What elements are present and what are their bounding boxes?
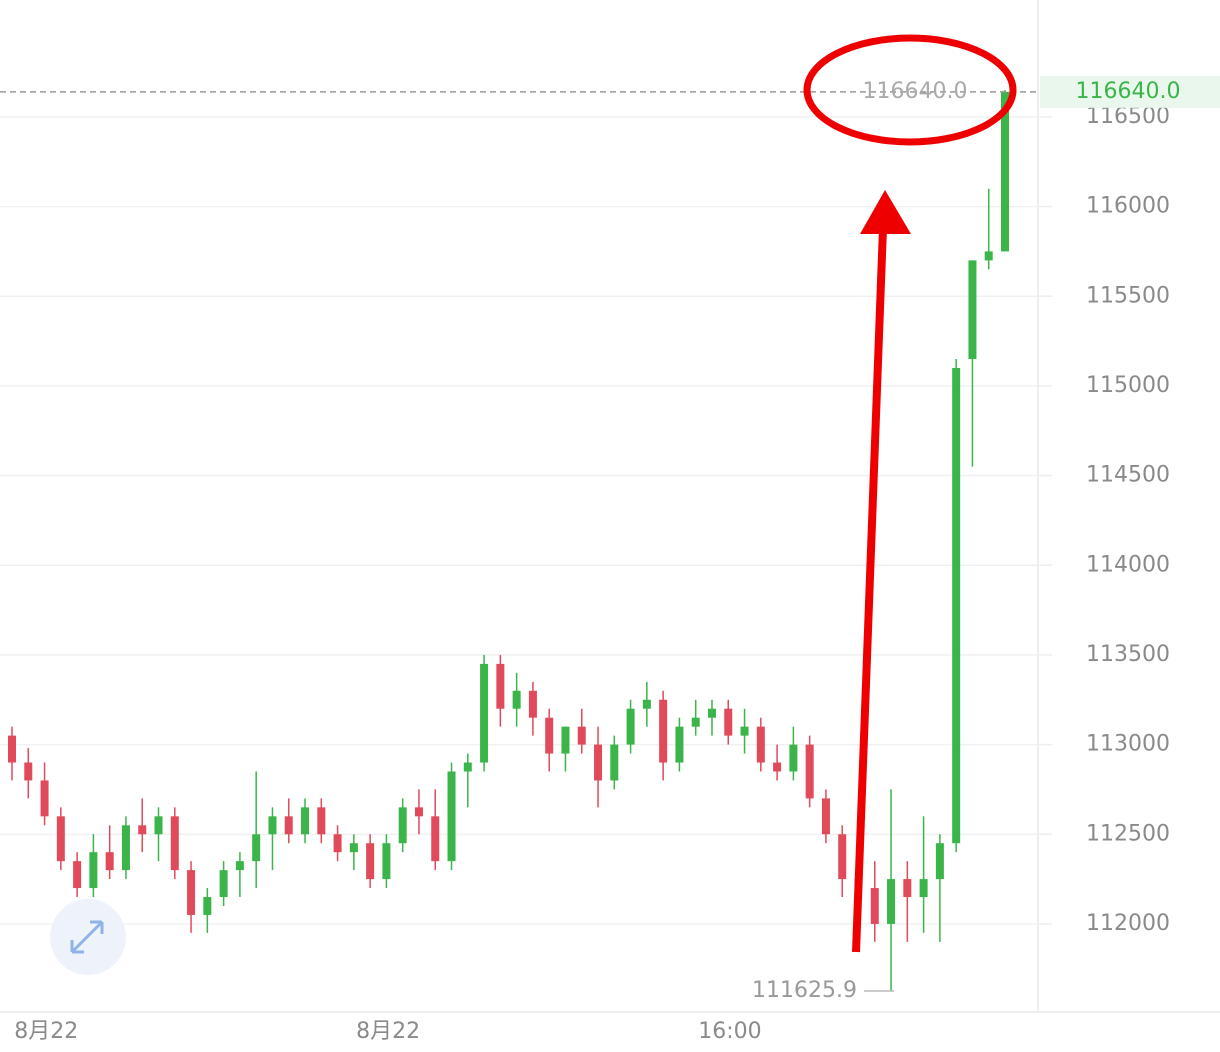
candle-body	[203, 897, 212, 915]
y-tick-label: 112000	[1086, 911, 1170, 936]
candle-body	[528, 690, 537, 718]
candle-body	[447, 771, 456, 862]
candle-body	[724, 708, 733, 736]
candle-body	[691, 717, 700, 727]
arrow-head	[860, 190, 911, 234]
last-price-label: 116640.0	[1076, 79, 1181, 104]
candle-body	[40, 780, 49, 817]
low-marker-label: 111625.9	[752, 978, 857, 1003]
candle-body	[1001, 91, 1009, 252]
candle-body	[545, 717, 554, 754]
candle-body	[561, 726, 570, 754]
candle-body	[610, 744, 619, 781]
candle-body	[577, 726, 586, 745]
candle-body	[512, 690, 521, 709]
x-tick-label: 8月22	[356, 1019, 420, 1044]
candle-body	[984, 251, 993, 261]
candle-body	[154, 816, 163, 835]
candle-body	[268, 816, 277, 835]
candle-body	[887, 879, 896, 924]
candle-body	[431, 816, 440, 862]
candle-body	[968, 260, 977, 360]
last-price-badge	[1040, 75, 1220, 108]
candle-body	[870, 888, 879, 924]
x-tick-label: 8月22	[14, 1019, 78, 1044]
candle-body	[301, 807, 310, 835]
candle-body	[414, 807, 423, 817]
candle-body	[73, 861, 82, 889]
candle-body	[317, 807, 326, 835]
y-tick-label: 113500	[1086, 642, 1170, 667]
candle-body	[187, 870, 196, 915]
candle-body	[349, 843, 358, 853]
y-tick-label: 113000	[1086, 732, 1170, 757]
candle-body	[707, 708, 716, 718]
highlight-ellipse	[803, 34, 1017, 146]
candle-body	[659, 699, 668, 763]
candle-body	[333, 834, 342, 853]
y-tick-label: 115000	[1086, 373, 1170, 398]
candle-body	[838, 834, 847, 880]
candle-body	[789, 744, 798, 772]
candle-body	[496, 663, 505, 709]
candle-body	[89, 852, 98, 889]
candle-body	[821, 798, 830, 835]
candle-body	[8, 735, 16, 763]
candle-body	[952, 367, 961, 844]
last-price-text: 116640.0	[863, 79, 968, 104]
candles: 8月22 8月22 16:00	[8, 90, 1009, 1044]
candle-body	[642, 699, 651, 709]
candle-body	[235, 861, 244, 871]
y-tick-label: 114000	[1086, 552, 1170, 577]
grid: 112000 112500 113000 113500 114000 114500 1150…	[0, 104, 1170, 936]
candle-body	[252, 834, 261, 862]
candle-body	[805, 744, 814, 799]
candle-body	[56, 816, 65, 862]
candle-body	[138, 825, 147, 835]
candle-body	[366, 843, 375, 880]
x-tick-label: 16:00	[698, 1019, 761, 1044]
candle-body	[919, 879, 928, 898]
candle-body	[219, 870, 228, 898]
y-tick-label: 114500	[1086, 463, 1170, 488]
y-tick-label: 116000	[1086, 194, 1170, 219]
y-tick-label: 115500	[1086, 283, 1170, 308]
arrow-shaft	[852, 227, 887, 953]
candle-body	[773, 762, 782, 772]
candle-body	[24, 762, 33, 781]
candle-body	[675, 726, 684, 763]
candle-body	[903, 879, 912, 898]
overlays: 116640.0 116640.0 111625.9	[0, 75, 1220, 1003]
candle-body	[594, 744, 603, 781]
candle-body	[480, 663, 489, 763]
candle-body	[756, 726, 765, 763]
candle-body	[170, 816, 179, 871]
candle-body	[121, 825, 130, 871]
y-tick-label: 112500	[1086, 821, 1170, 846]
y-tick-label: 116500	[1086, 104, 1170, 129]
candle-body	[105, 852, 114, 871]
candle-body	[740, 726, 749, 736]
expand-icon	[70, 920, 104, 954]
candle-body	[935, 843, 944, 880]
candle-body	[398, 807, 407, 844]
candle-body	[284, 816, 293, 835]
candle-body	[626, 708, 635, 745]
candle-body	[463, 762, 472, 772]
candle-body	[382, 843, 391, 880]
